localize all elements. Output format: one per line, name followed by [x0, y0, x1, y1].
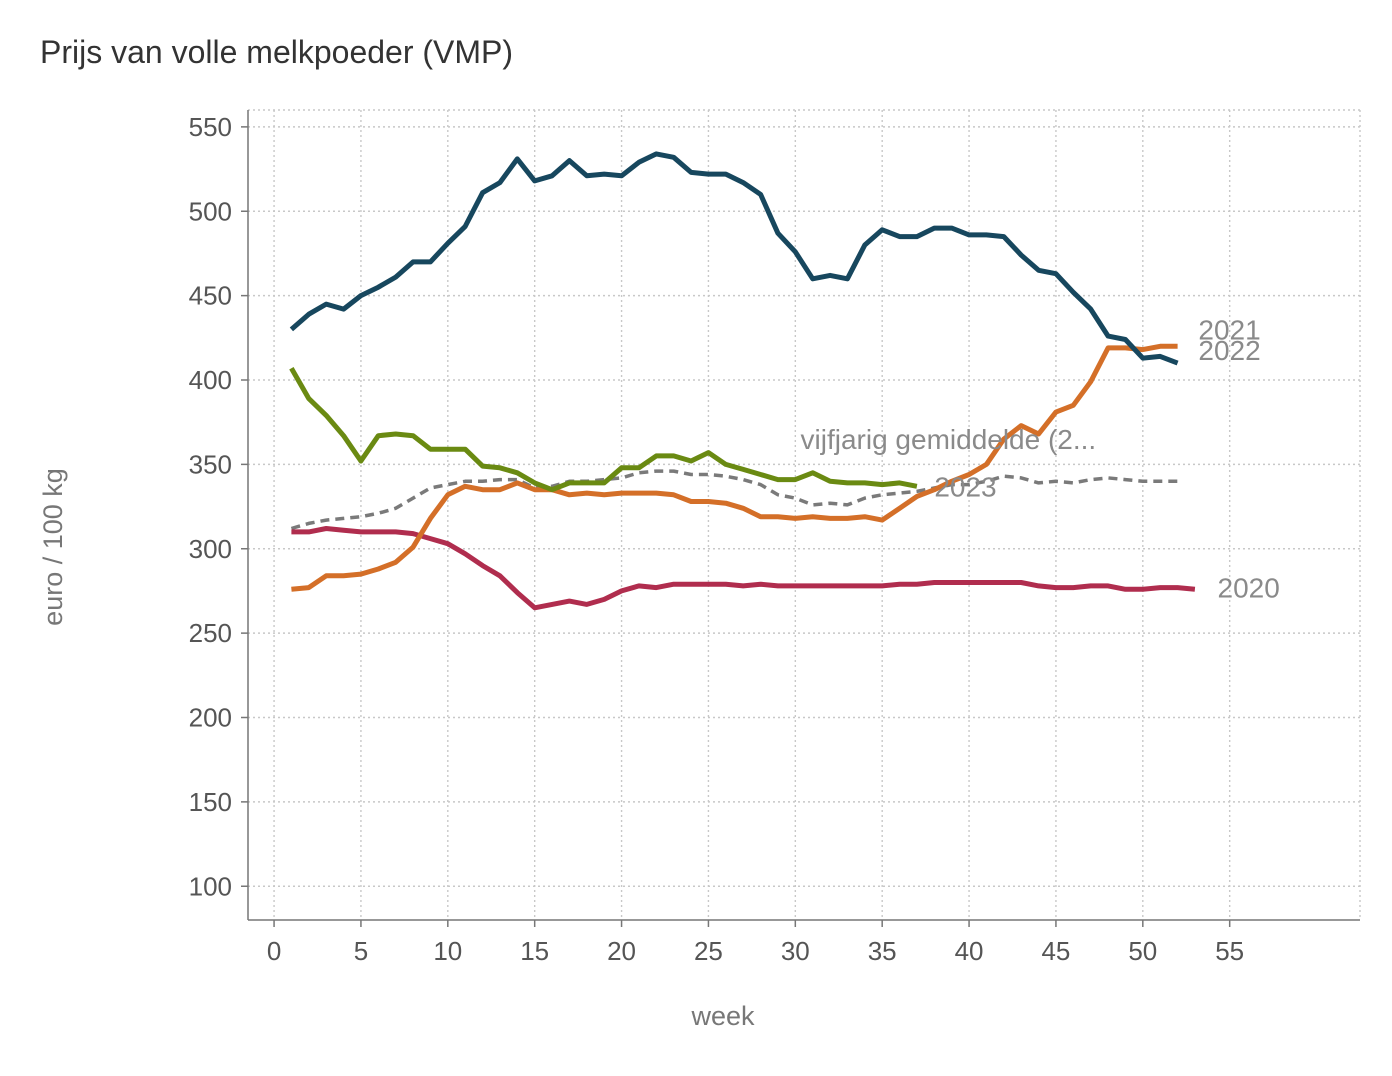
chart-title: Prijs van volle melkpoeder (VMP) [40, 34, 514, 70]
x-tick-label: 15 [520, 936, 549, 966]
series-label: 2021 [1198, 315, 1260, 346]
series-line-2022 [289, 151, 1179, 366]
x-tick-label: 55 [1215, 936, 1244, 966]
x-tick-label: 20 [607, 936, 636, 966]
y-axis-title: euro / 100 kg [38, 468, 68, 626]
y-tick-label: 400 [189, 365, 232, 395]
y-tick-label: 200 [189, 703, 232, 733]
x-tick-label: 30 [781, 936, 810, 966]
x-tick-label: 45 [1041, 936, 1070, 966]
series-line-2023 [289, 366, 918, 493]
x-tick-label: 50 [1128, 936, 1157, 966]
y-tick-label: 500 [189, 196, 232, 226]
x-tick-label: 35 [868, 936, 897, 966]
x-tick-label: 40 [955, 936, 984, 966]
series-label: 2020 [1218, 573, 1280, 604]
y-tick-label: 250 [189, 618, 232, 648]
axis-layer: 100 150 200 250 300 350 400 450 500 550 0 5 10 15 20 25… [189, 110, 1360, 966]
x-tick-label: 25 [694, 936, 723, 966]
y-tick-label: 450 [189, 281, 232, 311]
series-layer [289, 151, 1196, 611]
y-tick-label: 100 [189, 871, 232, 901]
series-label: vijfjarig gemiddelde (2... [801, 424, 1097, 455]
series-line-2021 [291, 343, 1178, 592]
series-line-vijfjarig-gemiddelde-2 [290, 469, 1178, 531]
y-tick-label: 350 [189, 449, 232, 479]
x-tick-label: 10 [433, 936, 462, 966]
y-tick-label: 550 [189, 112, 232, 142]
x-tick-label: 5 [354, 936, 368, 966]
series-label: 2022 [1198, 335, 1260, 366]
y-tick-label: 150 [189, 787, 232, 817]
grid-layer [248, 109, 1361, 920]
x-tick-label: 0 [267, 936, 281, 966]
y-tick-label: 300 [189, 534, 232, 564]
x-axis-title: week [690, 1001, 755, 1031]
series-label: 2023 [934, 471, 996, 502]
series-line-2020 [291, 526, 1196, 611]
